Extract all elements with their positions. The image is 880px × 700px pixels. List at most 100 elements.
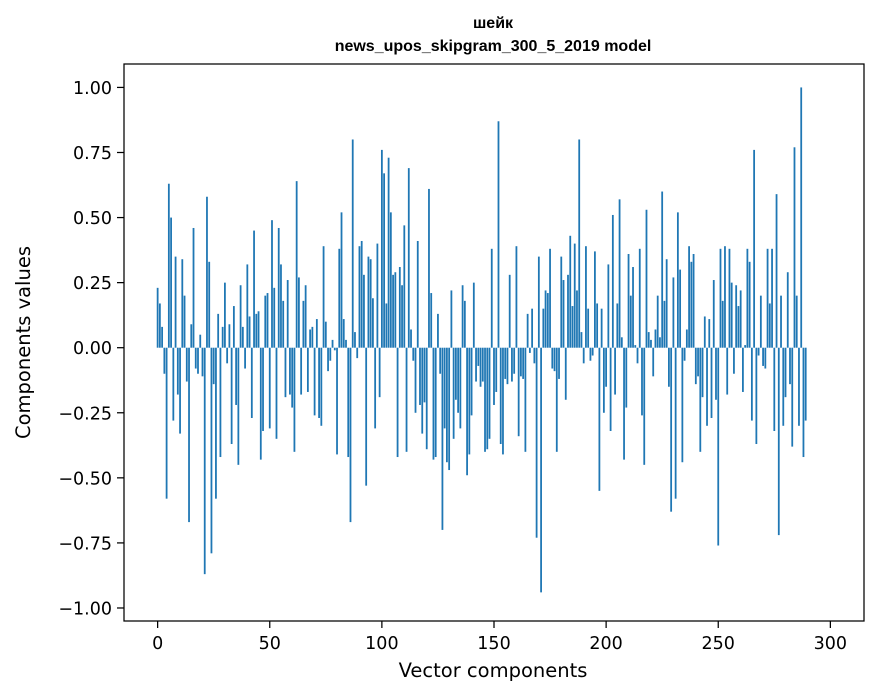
bar-62	[295, 181, 298, 348]
bar-176	[551, 347, 554, 369]
bar-247	[710, 347, 713, 418]
bar-35	[235, 347, 238, 405]
x-axis-label: Vector components	[399, 659, 588, 682]
bar-127	[441, 347, 444, 530]
bar-129	[446, 347, 448, 463]
bar-207	[620, 337, 623, 348]
bar-278	[780, 295, 782, 348]
bar-215	[638, 248, 641, 348]
bar-210	[627, 254, 630, 348]
bar-285	[795, 295, 798, 348]
bar-185	[571, 306, 574, 348]
bar-229	[670, 347, 673, 512]
bar-138	[466, 347, 468, 476]
bar-121	[428, 188, 430, 348]
bar-85	[347, 347, 350, 458]
x-tick-label-6: 300	[814, 634, 847, 654]
bar-40	[246, 264, 249, 348]
bar-234	[681, 347, 684, 463]
bar-267	[755, 347, 758, 445]
bar-238	[690, 261, 693, 348]
bar-202	[609, 347, 612, 431]
bar-17	[194, 347, 197, 369]
bar-82	[340, 212, 343, 348]
bar-177	[553, 347, 556, 372]
bar-276	[775, 194, 778, 348]
bar-212	[632, 267, 634, 348]
bar-14	[188, 347, 190, 523]
bar-120	[425, 347, 428, 450]
bar-51	[271, 220, 273, 348]
bar-77	[329, 347, 332, 361]
bar-9	[176, 347, 179, 395]
bar-54	[277, 227, 280, 348]
bar-107	[396, 347, 399, 458]
bar-20	[201, 347, 204, 377]
bar-244	[703, 316, 706, 348]
bar-165	[526, 313, 529, 348]
bar-52	[273, 287, 276, 348]
bar-288	[802, 347, 805, 458]
bar-44	[255, 313, 258, 348]
bar-145	[481, 347, 484, 382]
bar-26	[215, 347, 217, 499]
bar-279	[782, 347, 785, 426]
bar-58	[286, 280, 289, 348]
bar-199	[602, 347, 605, 413]
bar-46	[259, 347, 262, 460]
bar-175	[549, 248, 551, 348]
bar-21	[203, 347, 206, 575]
bar-251	[719, 248, 722, 348]
bar-192	[587, 308, 590, 348]
bar-191	[585, 246, 587, 348]
bar-71	[315, 319, 318, 348]
bar-255	[728, 248, 731, 348]
bar-167	[531, 308, 534, 348]
bar-258	[735, 285, 738, 348]
bar-182	[564, 347, 567, 400]
bar-119	[423, 347, 426, 403]
y-tick-label-7: −0.75	[58, 534, 112, 554]
bar-24	[210, 347, 213, 554]
bar-245	[706, 347, 708, 426]
bar-174	[546, 293, 549, 348]
chart-subtitle: news_upos_skipgram_300_5_2019 model	[335, 38, 652, 55]
bar-239	[692, 254, 695, 348]
bar-220	[650, 339, 652, 348]
bar-264	[748, 261, 751, 348]
bar-213	[634, 345, 637, 348]
bar-98	[376, 243, 379, 348]
bar-39	[244, 347, 246, 369]
bar-283	[791, 347, 794, 447]
y-tick-label-3: 0.25	[73, 274, 112, 294]
bar-188	[578, 139, 581, 348]
bar-49	[266, 293, 269, 348]
bar-252	[721, 300, 724, 348]
bar-3	[163, 347, 166, 374]
bar-214	[636, 347, 639, 364]
bar-75	[324, 321, 327, 348]
bar-7	[172, 347, 175, 421]
bar-266	[753, 149, 756, 348]
bar-102	[385, 303, 388, 348]
bar-149	[490, 248, 493, 348]
bar-66	[304, 285, 307, 348]
bar-143	[477, 347, 480, 366]
bar-200	[605, 347, 608, 387]
bar-179	[558, 347, 560, 379]
bar-206	[618, 199, 621, 348]
bar-253	[724, 246, 726, 348]
bar-67	[306, 347, 309, 392]
bar-208	[623, 347, 625, 460]
bar-43	[253, 230, 255, 348]
x-tick-label-4: 200	[589, 634, 622, 654]
bar-194	[591, 347, 594, 356]
bar-287	[800, 87, 803, 348]
bar-61	[293, 347, 296, 452]
bar-160	[515, 246, 518, 348]
bar-16	[192, 227, 195, 348]
bar-64	[300, 347, 303, 395]
bar-73	[320, 347, 323, 426]
bar-139	[468, 347, 471, 455]
bar-27	[217, 313, 220, 348]
